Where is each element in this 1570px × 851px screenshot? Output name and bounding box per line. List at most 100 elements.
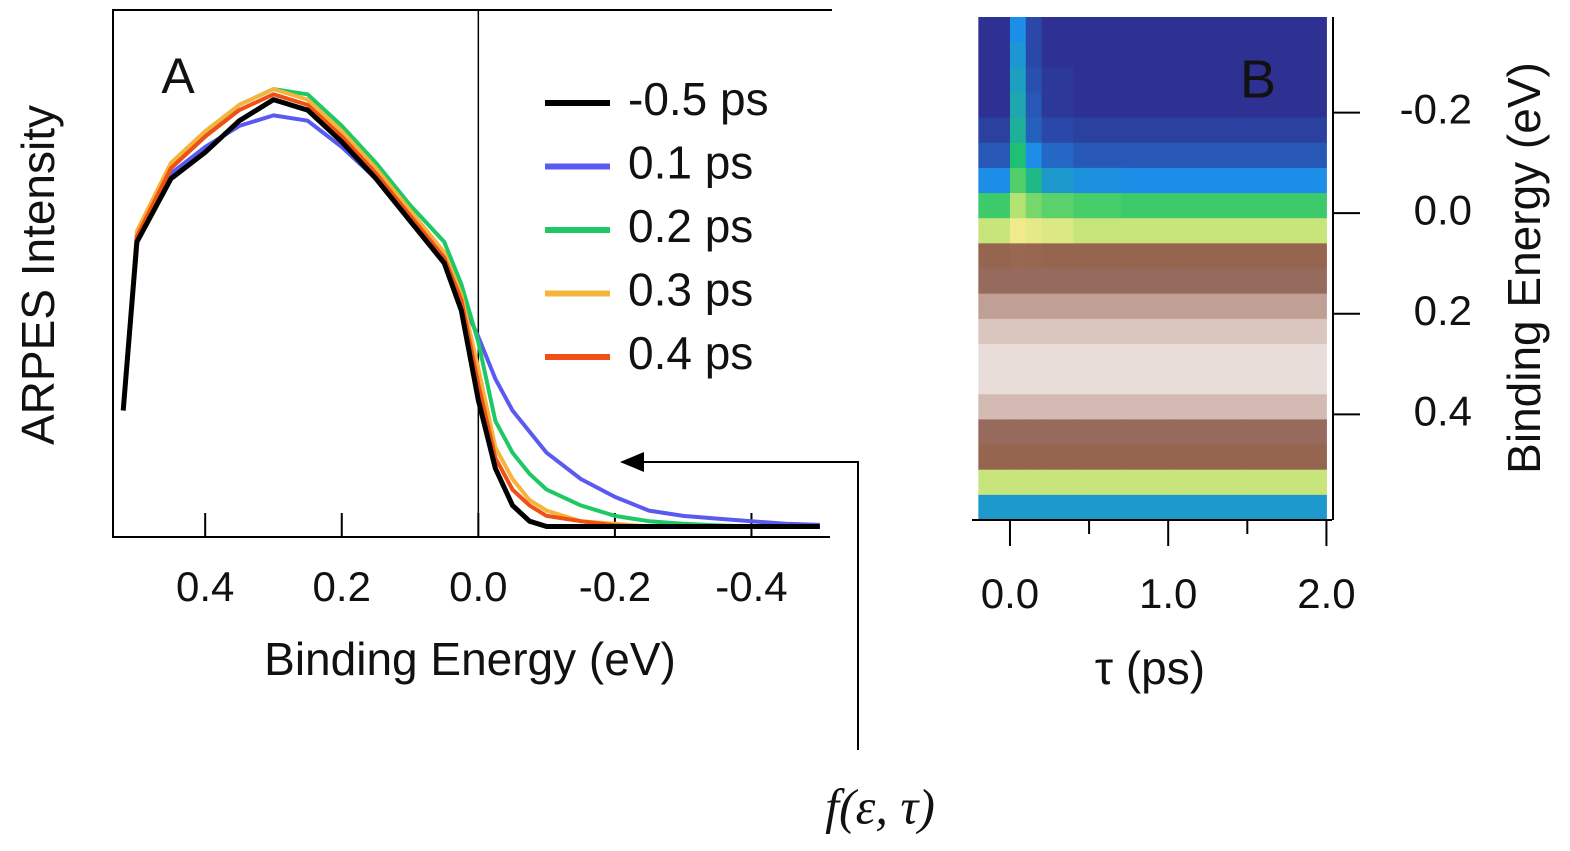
heatmap-cell [1025, 117, 1043, 144]
axis-frame [112, 9, 832, 538]
heatmap-cell [978, 42, 1011, 68]
heatmap-cell [1025, 419, 1043, 446]
heatmap-cell [978, 268, 1011, 295]
legend-label: 0.1 ps [628, 137, 753, 189]
heatmap-cell [1009, 444, 1027, 471]
heatmap-cell [1073, 343, 1122, 370]
heatmap-cell [978, 218, 1011, 244]
heatmap-cell [978, 17, 1011, 43]
heatmap-cell [1073, 117, 1122, 144]
heatmap-cell [1009, 268, 1027, 295]
heatmap-cell [1025, 343, 1043, 370]
heatmap-cell [1041, 318, 1074, 345]
heatmap-cell [1041, 142, 1074, 169]
heatmap-cell [1168, 117, 1248, 144]
heatmap-cell [1041, 343, 1074, 370]
heatmap-cell [1168, 17, 1248, 43]
heatmap-cell [1073, 268, 1122, 295]
heatmap-cell [1168, 218, 1248, 244]
heatmap-cell [1120, 92, 1169, 119]
heatmap-cell [1025, 369, 1043, 395]
heatmap-cell [1073, 469, 1122, 496]
heatmap-cell [1120, 67, 1169, 93]
heatmap-cell [1120, 293, 1169, 320]
annotation-arrow [620, 452, 859, 750]
heatmap-cell [1073, 293, 1122, 320]
heatmap-cell [1168, 419, 1248, 446]
heatmap-cell [1025, 67, 1043, 93]
heatmap-cell [1247, 17, 1327, 43]
heatmap-cell [1120, 42, 1169, 68]
heatmap-cell [1168, 343, 1248, 370]
heatmap-cell [1073, 243, 1122, 269]
heatmap-cell [1247, 268, 1327, 295]
heatmap-cell [1247, 142, 1327, 169]
heatmap-cell [1009, 67, 1027, 93]
heatmap-cell [1073, 318, 1122, 345]
heatmap-cell [1025, 444, 1043, 471]
heatmap-cell [1025, 243, 1043, 269]
heatmap-cell [1041, 17, 1074, 43]
heatmap-cell [1025, 293, 1043, 320]
heatmap-cell [1041, 268, 1074, 295]
heatmap-cell [1247, 444, 1327, 471]
y-tick-label: 0.0 [1414, 186, 1472, 233]
heatmap-cell [1120, 444, 1169, 471]
heatmap-cell [1168, 92, 1248, 119]
heatmap-cell [1247, 494, 1327, 521]
heatmap-cell [1073, 419, 1122, 446]
heatmap-cell [1168, 67, 1248, 93]
heatmap-cell [1009, 117, 1027, 144]
heatmap-cell [978, 494, 1011, 521]
heatmap-cell [1041, 193, 1074, 219]
heatmap-cell [978, 444, 1011, 471]
heatmap-cell [1041, 167, 1074, 194]
heatmap-cell [1168, 142, 1248, 169]
heatmap-cell [1073, 394, 1122, 420]
heatmap-cell [1168, 42, 1248, 68]
heatmap-cell [1041, 394, 1074, 420]
heatmap-cell [1041, 293, 1074, 320]
heatmap-cell [1168, 369, 1248, 395]
heatmap-cell [1120, 394, 1169, 420]
heatmap-cell [1120, 142, 1169, 169]
x-tick-label: -0.2 [579, 563, 651, 610]
heatmap-cell [1073, 67, 1122, 93]
heatmap-cell [1009, 142, 1027, 169]
heatmap-cell [1073, 494, 1122, 521]
heatmap-cell [1168, 494, 1248, 521]
heatmap-cell [1168, 394, 1248, 420]
heatmap-cell [1009, 343, 1027, 370]
heatmap-cell [1247, 42, 1327, 68]
heatmap-cell [1009, 92, 1027, 119]
panel-label: A [161, 48, 195, 104]
heatmap-cell [1009, 218, 1027, 244]
heatmap-cell [1041, 42, 1074, 68]
heatmap-cell [1120, 117, 1169, 144]
heatmap-cell [1120, 17, 1169, 43]
heatmap-cell [1041, 419, 1074, 446]
heatmap-cell [1025, 92, 1043, 119]
legend-label: 0.3 ps [628, 264, 753, 316]
heatmap-cell [1025, 42, 1043, 68]
x-tick-label: 0.0 [449, 563, 507, 610]
x-axis-label: τ (ps) [1095, 642, 1205, 694]
heatmap-cell [1025, 268, 1043, 295]
heatmap-cell [1120, 419, 1169, 446]
heatmap-cell [978, 142, 1011, 169]
heatmap-cell [1247, 193, 1327, 219]
heatmap-cell [1073, 142, 1122, 169]
x-tick-label: 0.0 [981, 570, 1039, 617]
annotation: f(ε, τ) [825, 778, 935, 834]
heatmap-cell [978, 92, 1011, 119]
heatmap-cell [1025, 17, 1043, 43]
heatmap-cell [1247, 369, 1327, 395]
heatmap-cell [1009, 42, 1027, 68]
heatmap-cell [1247, 243, 1327, 269]
y-axis-label: Binding Energy (eV) [1498, 62, 1550, 474]
heatmap-cell [1041, 369, 1074, 395]
heatmap-cell [1009, 167, 1027, 194]
heatmap-cell [1168, 193, 1248, 219]
heatmap-cell [1041, 469, 1074, 496]
